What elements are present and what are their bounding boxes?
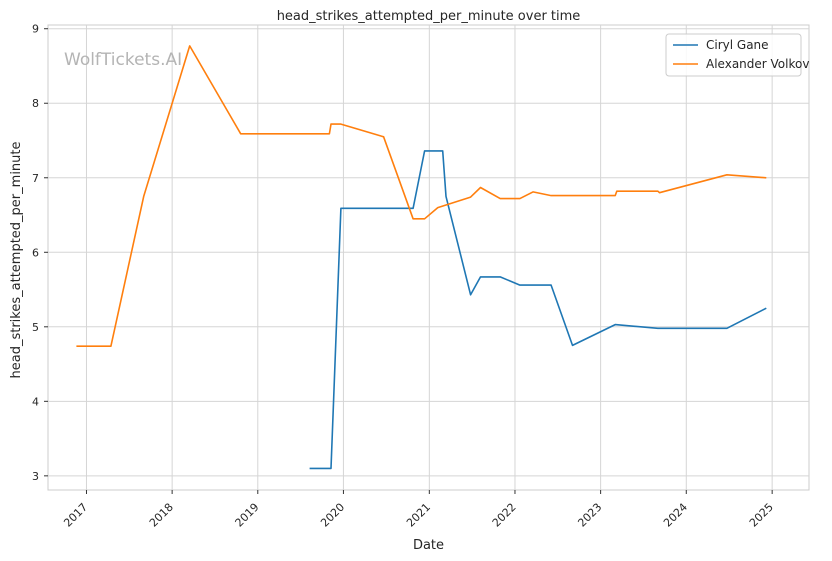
x-tick-label: 2023	[575, 501, 604, 530]
watermark: WolfTickets.AI	[64, 50, 182, 70]
y-tick-label: 6	[32, 246, 39, 259]
x-tick-label: 2019	[233, 501, 262, 530]
y-tick-label: 9	[32, 23, 39, 36]
chart-title: head_strikes_attempted_per_minute over t…	[277, 9, 581, 24]
series-group	[76, 45, 767, 470]
x-axis-ticks: 2017 2018 2019 2020 2021 2022 2023 2024 2025	[61, 490, 776, 530]
legend-label-ciryl-gane: Ciryl Gane	[706, 38, 769, 52]
y-tick-label: 7	[32, 172, 39, 185]
x-tick-label: 2022	[490, 501, 519, 530]
y-axis-ticks: 3 4 5 6 7 8 9	[32, 23, 48, 483]
y-tick-label: 5	[32, 321, 39, 334]
x-tick-label: 2024	[661, 501, 690, 530]
series-line-alexander-volkov	[76, 45, 767, 348]
x-tick-label: 2020	[318, 501, 347, 530]
y-tick-label: 4	[32, 395, 39, 408]
y-tick-label: 8	[32, 97, 39, 110]
y-tick-label: 3	[32, 470, 39, 483]
legend: Ciryl Gane Alexander Volkov	[665, 33, 809, 77]
series-line-ciryl-gane	[309, 150, 767, 470]
legend-label-alexander-volkov: Alexander Volkov	[706, 57, 809, 71]
x-tick-label: 2025	[747, 501, 776, 530]
legend-box	[665, 33, 802, 77]
grid	[48, 25, 809, 490]
x-tick-label: 2021	[404, 501, 433, 530]
plot-area	[47, 24, 810, 491]
y-axis-label: head_strikes_attempted_per_minute	[9, 142, 24, 379]
x-axis-label: Date	[413, 538, 444, 553]
x-tick-label: 2018	[147, 501, 176, 530]
x-tick-label: 2017	[61, 501, 90, 530]
